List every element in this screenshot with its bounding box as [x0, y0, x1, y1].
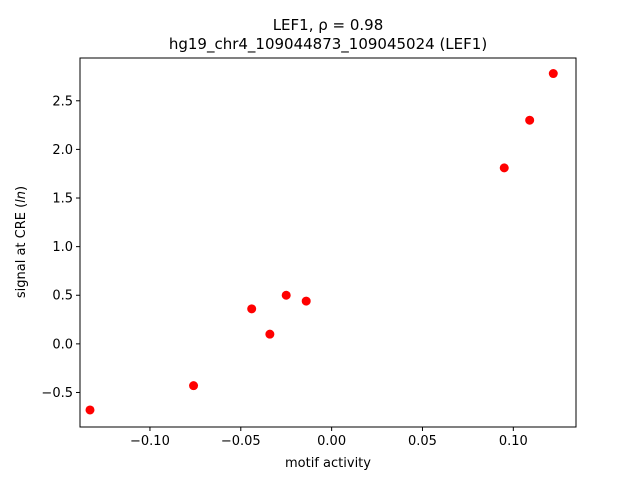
y-axis-label-italic: ln — [14, 191, 29, 203]
data-point — [85, 405, 95, 415]
data-point — [247, 304, 257, 314]
x-tick-label: 0.05 — [408, 434, 437, 449]
y-axis-label-prefix: signal at CRE ( — [14, 203, 29, 298]
y-tick-label: 2.5 — [52, 94, 73, 109]
x-tick-label: 0.00 — [317, 434, 346, 449]
y-axis-ticks: −0.5 0.0 0.5 1.0 1.5 2.0 2.5 — [41, 94, 80, 401]
y-tick-label: 1.5 — [52, 192, 73, 207]
x-axis-label: motif activity — [285, 456, 371, 471]
x-tick-label: 0.10 — [499, 434, 528, 449]
data-point — [548, 69, 558, 79]
data-points — [85, 69, 558, 415]
y-tick-label: 2.0 — [52, 143, 73, 158]
data-point — [281, 290, 291, 300]
y-tick-label: 0.0 — [52, 337, 73, 352]
y-tick-label: −0.5 — [41, 386, 73, 401]
x-tick-label: −0.05 — [221, 434, 261, 449]
x-axis-ticks: −0.10 −0.05 0.00 0.05 0.10 — [130, 427, 528, 449]
y-tick-label: 1.0 — [52, 240, 73, 255]
y-tick-label: 0.5 — [52, 289, 73, 304]
y-axis-label-suffix: ) — [14, 186, 29, 191]
data-point — [301, 296, 311, 306]
data-point — [525, 115, 535, 125]
y-axis-label: signal at CRE (ln) — [14, 186, 29, 298]
x-tick-label: −0.10 — [130, 434, 170, 449]
chart-title-line2: hg19_chr4_109044873_109045024 (LEF1) — [169, 35, 487, 54]
data-point — [265, 329, 275, 339]
plot-area-frame — [79, 57, 577, 428]
chart-title-line1: LEF1, ρ = 0.98 — [273, 16, 384, 34]
data-point — [189, 381, 199, 391]
data-point — [499, 163, 509, 173]
